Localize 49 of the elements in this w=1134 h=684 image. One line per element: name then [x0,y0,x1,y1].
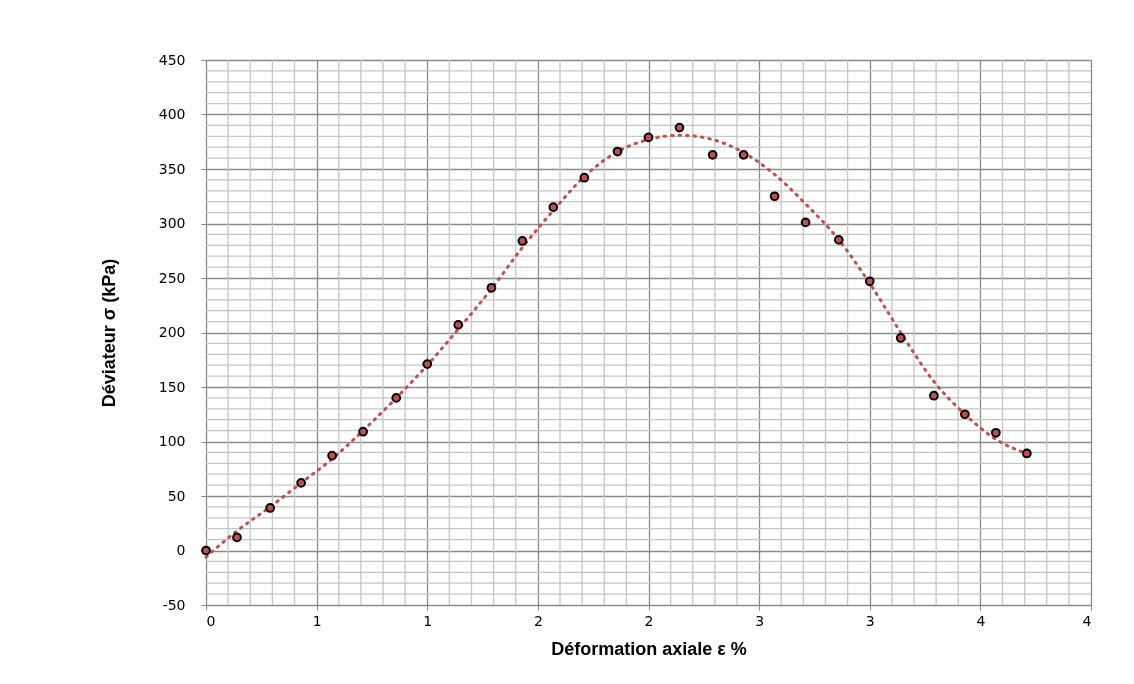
y-tick-label: 250 [158,269,186,286]
point [643,132,654,143]
point [296,478,307,488]
point [517,236,528,246]
y-tick-label: 0 [176,542,186,558]
y-tick-label: 300 [158,215,186,231]
point [265,503,276,513]
point [422,359,433,369]
y-tick-label: 150 [158,378,186,395]
y-tick-label: 450 [158,51,186,68]
point [201,545,211,556]
point [738,149,749,160]
y-tick-label: -50 [162,596,186,613]
point [960,409,970,420]
point [327,450,337,461]
point [833,234,844,245]
x-tick-label: 1 [423,612,433,629]
point [579,172,590,183]
point [391,393,402,403]
x-tick-label: 2 [644,612,654,629]
x-tick-label: 1 [312,612,322,629]
x-axis-title: Déformation axiale ε % [551,638,747,659]
point [707,149,718,160]
y-tick-label: 50 [167,487,186,504]
point [800,217,811,228]
point [864,276,875,287]
point [990,427,1001,438]
point [1021,448,1032,459]
x-tick-label: 4 [976,612,986,629]
point [612,146,623,157]
y-tick-label: 400 [158,106,186,122]
point [358,426,368,437]
y-axis-title: Déviateur σ (kPa) [98,258,119,408]
y-tick-label: 100 [158,433,186,449]
point [929,390,939,401]
y-tick-label: 200 [158,324,186,340]
point [769,191,780,202]
point [486,282,497,293]
point [674,122,685,133]
point [895,333,906,343]
x-tick-label: 4 [1082,612,1092,629]
y-tick-label: 350 [158,160,186,177]
x-tick-label: 3 [865,612,875,629]
x-tick-label: 0 [206,612,216,629]
point [453,320,464,330]
x-tick-label: 3 [755,612,765,629]
x-tick-label: 2 [533,612,543,629]
point [548,202,559,213]
point [232,532,242,543]
